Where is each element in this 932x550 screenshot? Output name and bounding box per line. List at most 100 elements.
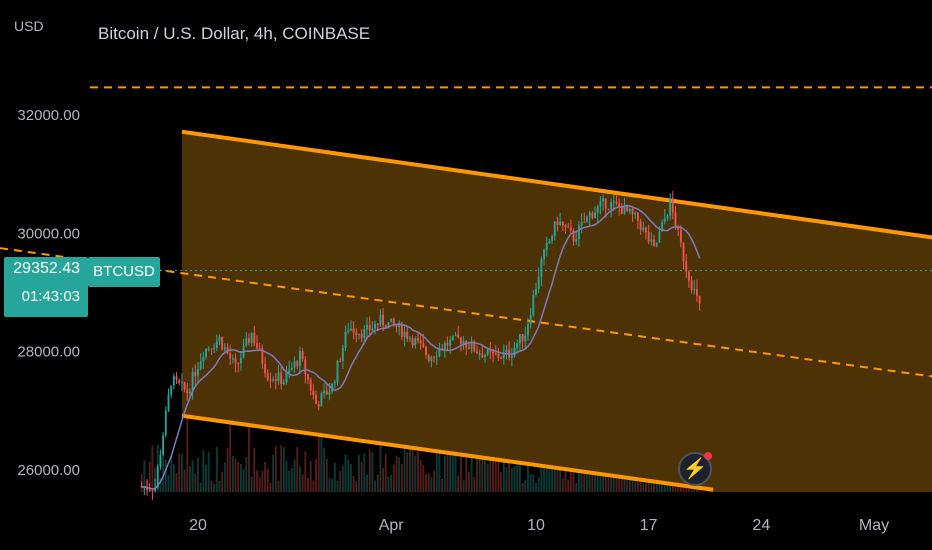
volume-bar: [591, 463, 594, 492]
volume-bar: [559, 458, 562, 492]
volume-bar: [516, 446, 519, 492]
candle-body: [148, 489, 151, 491]
volume-bar: [282, 447, 285, 492]
candle-body: [636, 212, 639, 221]
candle-body: [449, 339, 452, 346]
candle-body: [368, 324, 371, 331]
y-tick-label: 28000.00: [17, 344, 80, 361]
volume-bar: [320, 390, 323, 492]
candle-body: [237, 363, 240, 365]
candle-body: [497, 353, 500, 358]
volume-bar: [459, 451, 462, 492]
candle-body: [451, 335, 454, 340]
candle-body: [470, 341, 473, 349]
volume-bar: [441, 479, 444, 492]
candle-body: [580, 221, 583, 226]
volume-bar: [403, 448, 406, 492]
candle-body: [591, 212, 594, 219]
notification-dot: [704, 452, 712, 460]
candle-body: [551, 236, 554, 241]
volume-bar: [250, 476, 253, 492]
candle-body: [172, 376, 175, 386]
candle-body: [167, 394, 170, 411]
volume-bar: [272, 454, 275, 492]
channel-lower-line[interactable]: [181, 413, 714, 492]
symbol-title[interactable]: Bitcoin / U.S. Dollar, 4h, COINBASE: [98, 24, 371, 43]
volume-bar: [333, 462, 336, 492]
volume-bar: [457, 475, 460, 492]
volume-bar: [293, 459, 296, 492]
candle-body: [162, 435, 165, 455]
volume-bar: [180, 454, 183, 492]
candle-body: [234, 358, 237, 364]
candle-body: [277, 372, 280, 381]
candle-body: [679, 229, 682, 243]
volume-bar: [336, 480, 339, 492]
volume-bar: [395, 455, 398, 492]
volume-bar: [548, 449, 551, 492]
last-price-value: 29352.43: [13, 260, 80, 277]
volume-bar: [352, 475, 355, 492]
candle-body: [500, 357, 503, 359]
volume-bar: [505, 467, 508, 492]
candle-body: [293, 361, 296, 368]
volume-bar: [588, 474, 591, 492]
candle-body: [476, 351, 478, 354]
volume-bar: [518, 445, 521, 492]
volume-bar: [215, 446, 218, 492]
volume-bar: [234, 458, 237, 492]
volume-bar: [430, 476, 433, 492]
candle-body: [250, 332, 253, 343]
volume-bar: [586, 460, 588, 492]
volume-bar: [371, 452, 374, 492]
volume-bar: [277, 480, 280, 492]
candle-body: [344, 331, 347, 348]
volume-bar: [288, 470, 291, 492]
x-tick-label: 17: [640, 517, 658, 534]
volume-bar: [221, 471, 224, 492]
x-tick-label: May: [859, 517, 889, 534]
candle-body: [612, 201, 615, 203]
volume-bar: [556, 463, 559, 492]
volume-bar: [274, 446, 277, 492]
candle-body: [325, 390, 328, 395]
volume-bar: [663, 479, 666, 492]
candle-body: [685, 261, 688, 272]
candle-body: [653, 239, 655, 246]
candle-body: [355, 332, 358, 336]
x-tick-label: 20: [189, 517, 207, 534]
volume-bar: [226, 448, 229, 492]
candle-body: [288, 369, 291, 373]
candle-body: [666, 215, 669, 219]
candle-body: [618, 203, 621, 208]
volume-bar: [229, 405, 232, 492]
candle-body: [422, 343, 425, 347]
candle-body: [408, 338, 411, 340]
volume-bar: [331, 479, 334, 492]
volume-bar: [339, 470, 342, 492]
candle-body: [457, 334, 460, 338]
candle-body: [682, 242, 685, 262]
candle-body: [296, 361, 299, 366]
volume-bar: [427, 472, 430, 492]
volume-bar: [524, 480, 527, 492]
volume-bar: [545, 447, 548, 492]
volume-bar: [245, 456, 248, 492]
alert-button[interactable]: ⚡: [678, 452, 712, 486]
candle-body: [347, 330, 350, 332]
candle-body: [280, 372, 283, 385]
candle-body: [189, 391, 191, 394]
candle-body: [207, 348, 210, 350]
candle-body: [620, 207, 623, 215]
volume-bar: [435, 445, 438, 492]
candle-body: [634, 212, 637, 215]
channel-upper-line[interactable]: [181, 129, 932, 240]
volume-bar: [615, 478, 618, 492]
candle-body: [309, 379, 312, 391]
candle-body: [696, 288, 698, 296]
candle-body: [690, 280, 693, 291]
x-tick-label: 10: [527, 517, 545, 534]
candle-body: [390, 318, 393, 323]
volume-bar: [307, 477, 309, 492]
